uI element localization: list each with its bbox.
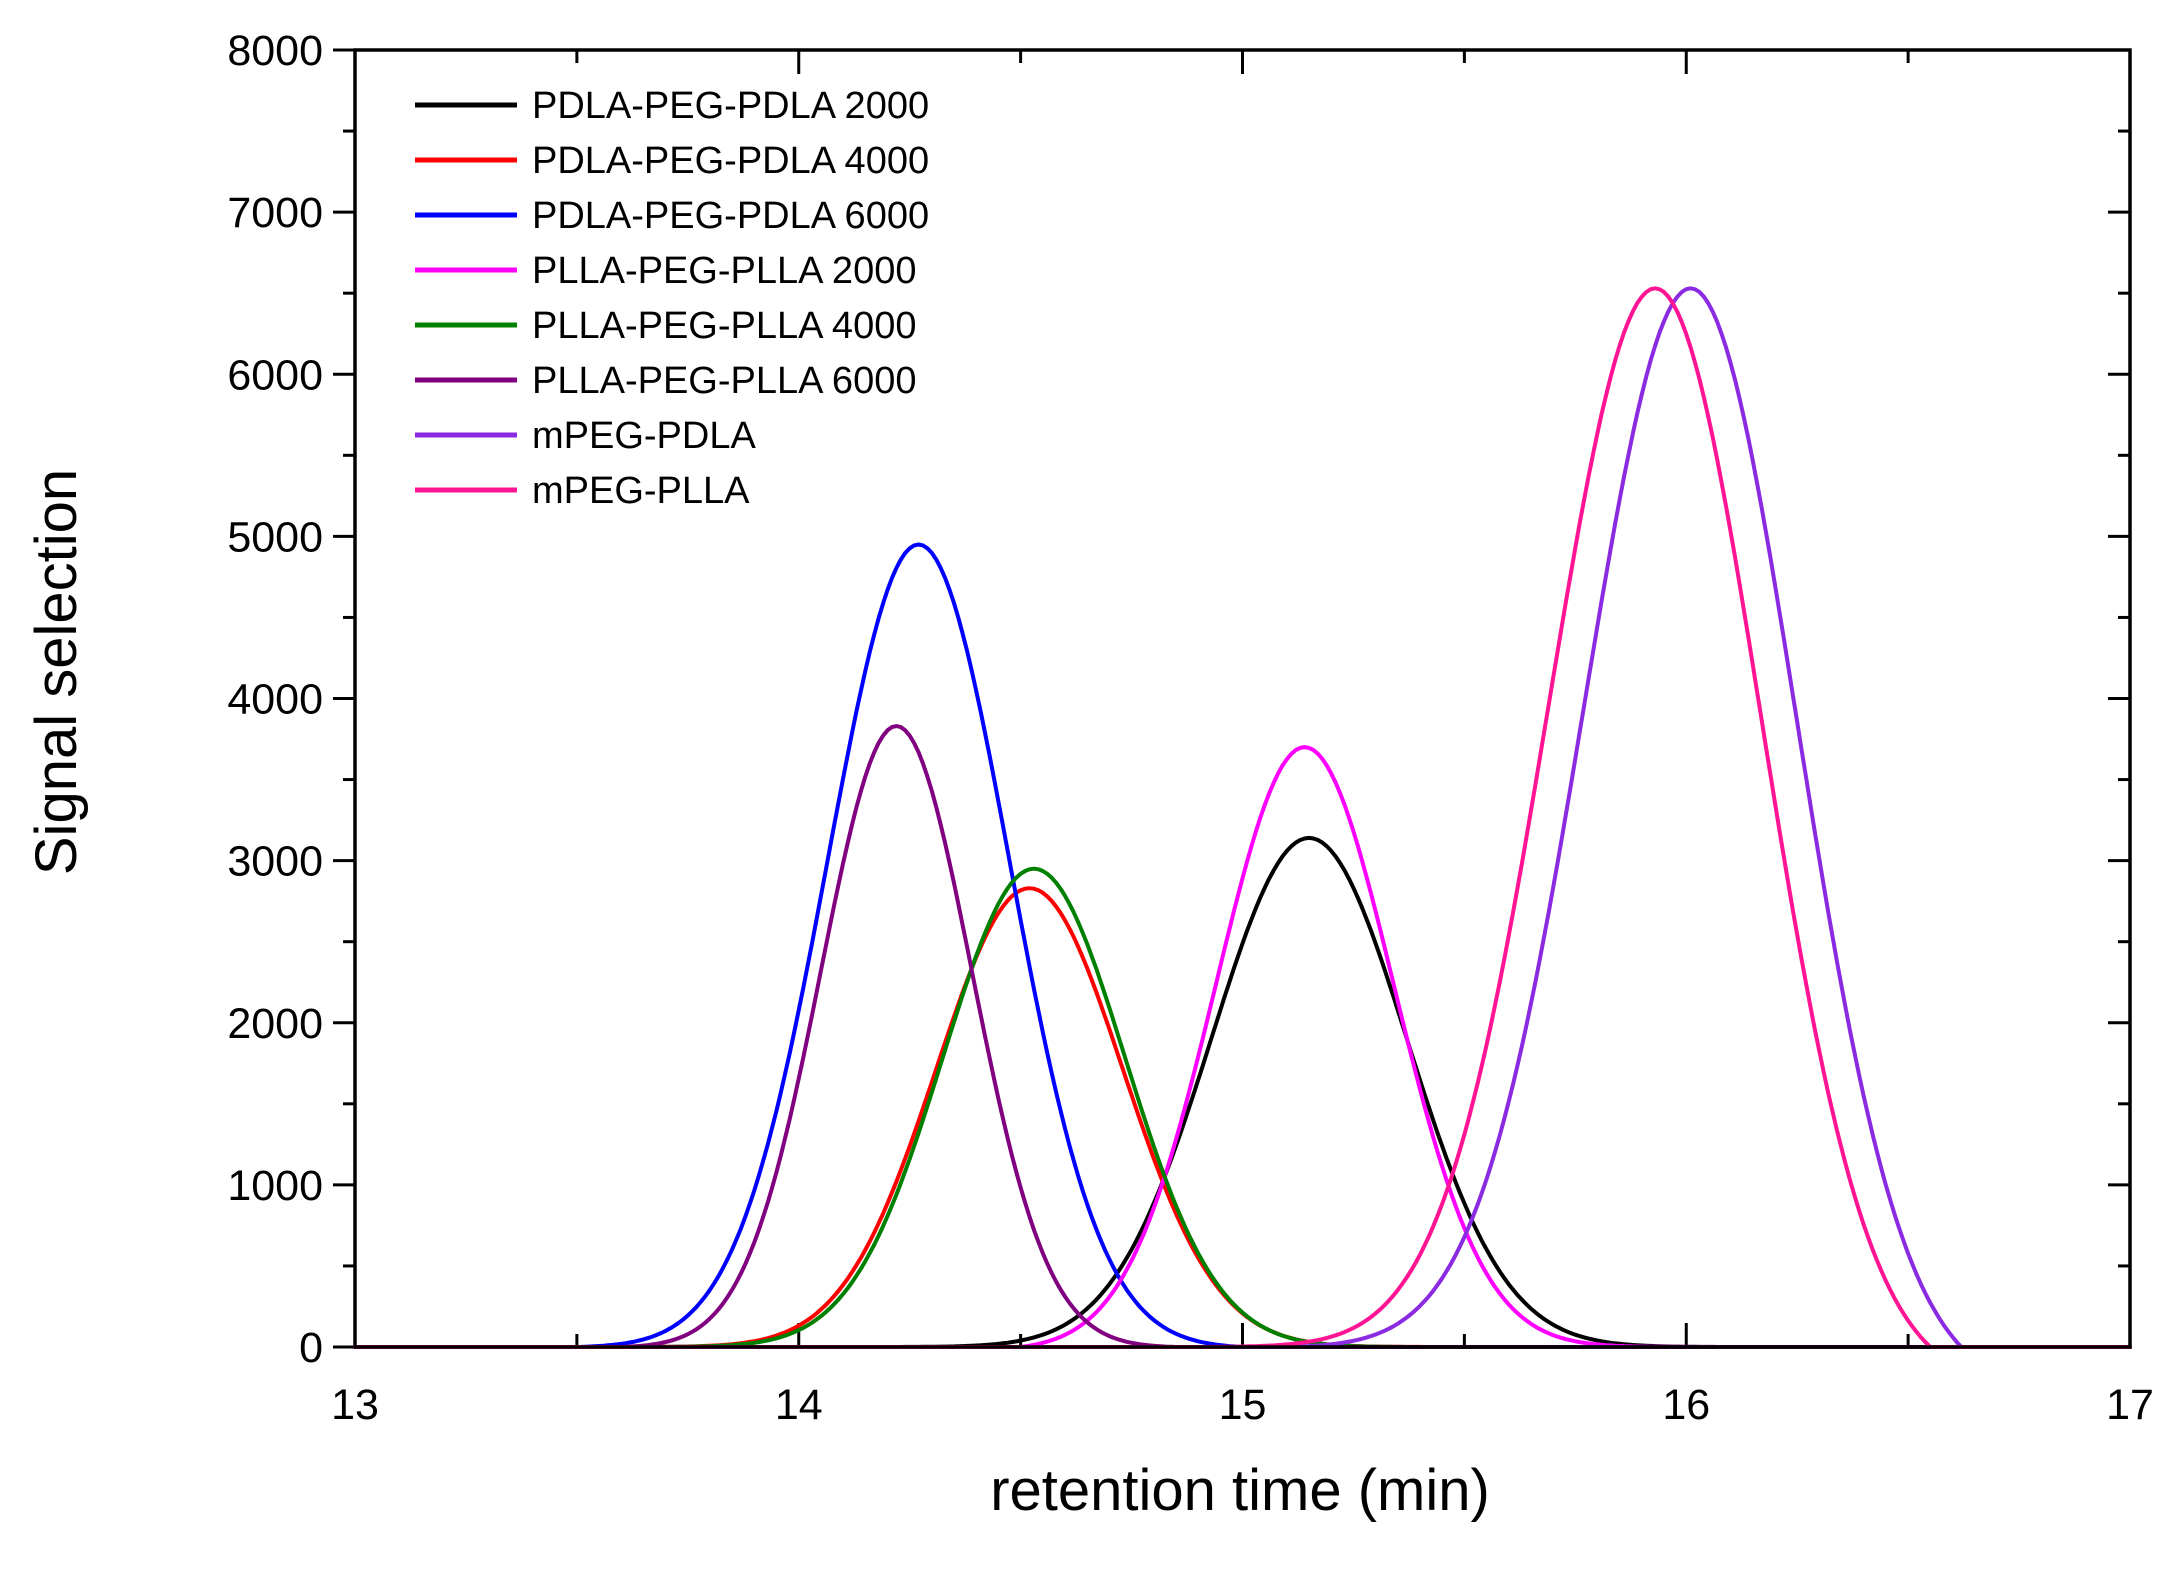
series-line-pdla-peg-pdla-4000: [353, 886, 2132, 1349]
x-tick-label: 15: [1219, 1381, 1267, 1429]
y-tick-labels: 0 1000 2000 3000 4000 5000 6000 7000 8000: [227, 27, 323, 1372]
x-tick-label: 13: [331, 1381, 379, 1429]
y-tick-label: 8000: [227, 27, 323, 75]
legend-label: PDLA-PEG-PDLA 2000: [532, 85, 929, 127]
y-tick-label: 0: [299, 1324, 323, 1372]
legend-label: mPEG-PLLA: [532, 470, 750, 512]
legend-label: PDLA-PEG-PDLA 6000: [532, 195, 929, 237]
y-axis-title: Signal selection: [24, 469, 89, 875]
x-axis-title: retention time (min): [990, 1458, 1490, 1523]
x-tick-labels: 13 14 15 16 17: [331, 1381, 2154, 1429]
x-tick-label: 17: [2106, 1381, 2154, 1429]
y-tick-label: 4000: [227, 676, 323, 724]
y-tick-label: 5000: [227, 513, 323, 561]
y-tick-label: 3000: [227, 838, 323, 886]
legend-label: PLLA-PEG-PLLA 2000: [532, 250, 916, 292]
legend-label: PLLA-PEG-PLLA 4000: [532, 305, 916, 347]
y-tick-label: 2000: [227, 1000, 323, 1048]
series-line-plla-peg-plla-6000: [353, 724, 2132, 1349]
legend: PDLA-PEG-PDLA 2000 PDLA-PEG-PDLA 4000 PDLA…: [415, 85, 929, 512]
x-tick-label: 16: [1662, 1381, 1710, 1429]
y-tick-label: 7000: [227, 189, 323, 237]
legend-label: mPEG-PDLA: [532, 415, 756, 457]
axis-ticks: [333, 48, 2132, 1349]
x-tick-label: 14: [775, 1381, 823, 1429]
series-line-plla-peg-plla-2000: [353, 745, 2132, 1349]
legend-label: PLLA-PEG-PLLA 6000: [532, 360, 916, 402]
plot-frame: [353, 48, 2132, 1349]
y-tick-label: 6000: [227, 351, 323, 399]
legend-label: PDLA-PEG-PDLA 4000: [532, 140, 929, 182]
y-tick-label: 1000: [227, 1162, 323, 1210]
